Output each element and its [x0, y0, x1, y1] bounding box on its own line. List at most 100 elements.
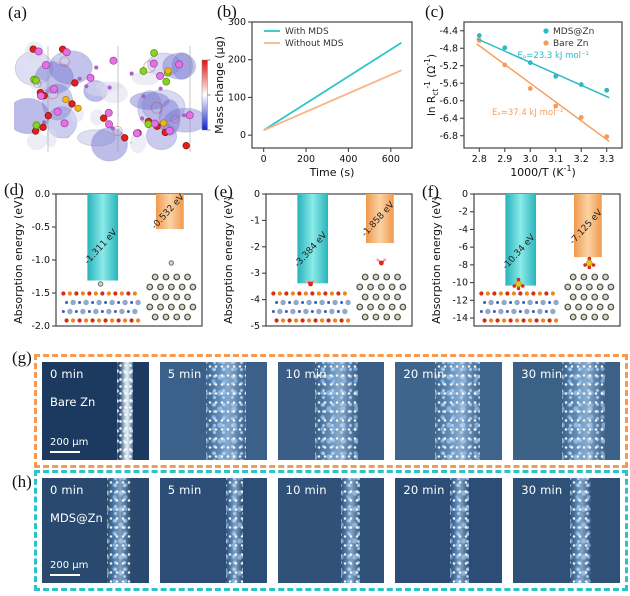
svg-text:-10: -10	[452, 278, 468, 289]
svg-text:-2: -2	[459, 207, 468, 218]
svg-text:-6: -6	[459, 242, 468, 253]
svg-text:-3: -3	[251, 268, 260, 279]
svg-text:-6.8: -6.8	[439, 131, 458, 142]
time-label: 5 min	[167, 367, 202, 381]
svg-text:-1.5: -1.5	[31, 288, 50, 299]
micro-image-h-2: 10 min	[277, 478, 385, 583]
time-label: 5 min	[167, 483, 202, 497]
svg-text:-2: -2	[251, 242, 260, 253]
svg-text:3.0: 3.0	[523, 154, 538, 165]
zinc-strip	[314, 362, 358, 460]
svg-text:Without MDS: Without MDS	[285, 39, 344, 49]
svg-text:-1: -1	[251, 215, 260, 226]
micro-image-h-4: 30 min	[513, 478, 620, 583]
svg-text:Absorption energy (eV): Absorption energy (eV)	[12, 196, 25, 324]
svg-text:Eₐ=23.3 kJ mol⁻¹: Eₐ=23.3 kJ mol⁻¹	[518, 51, 589, 61]
svg-text:1000/T (K-1): 1000/T (K-1)	[510, 164, 576, 179]
panel-label-e: (e)	[214, 182, 233, 201]
panel-label-c: (c)	[425, 2, 444, 21]
zinc-strip	[340, 478, 360, 583]
time-label: 30 min	[521, 483, 563, 497]
svg-text:-6.4: -6.4	[439, 113, 458, 124]
panel-label-g: (g)	[12, 348, 32, 367]
svg-text:Time (s): Time (s)	[309, 166, 355, 179]
micro-image-h-1: 5 min	[159, 478, 267, 583]
sample-label: MDS@Zn	[50, 511, 103, 525]
svg-text:3.3: 3.3	[599, 154, 614, 165]
svg-text:Absorption energy (eV): Absorption energy (eV)	[430, 196, 443, 324]
chart-absorption-energy-zn: 0.0 -0.5 -1.0 -1.5 -2.0 Absorption energy (eV…	[10, 188, 212, 340]
svg-text:600: 600	[382, 154, 400, 165]
time-label: 20 min	[403, 483, 445, 497]
micro-image-g-2: 10 min	[277, 362, 385, 460]
svg-text:-6.0: -6.0	[439, 96, 458, 107]
svg-text:-4.4: -4.4	[439, 26, 458, 37]
colorbar	[201, 59, 208, 131]
svg-text:Bare Zn: Bare Zn	[553, 39, 588, 49]
svg-text:Eₐ=37.4 kJ mol⁻¹: Eₐ=37.4 kJ mol⁻¹	[492, 108, 563, 118]
svg-text:300: 300	[228, 17, 246, 28]
chart-mass-change: 0 200 400 600 0 100 200 300 Time (s) Mass change …	[212, 8, 420, 182]
zinc-strip	[226, 478, 244, 583]
svg-text:200: 200	[228, 55, 246, 66]
svg-text:-5: -5	[251, 321, 260, 332]
chart-absorption-energy-sulfate: 0 -2 -4 -6 -8 -10 -12 -14 Absorption energy (eV)…	[428, 188, 630, 340]
time-label: 0 min	[50, 367, 84, 381]
micro-image-h-0: 0 min MDS@Zn 200 μm	[42, 478, 149, 583]
svg-text:-12: -12	[452, 295, 468, 306]
svg-text:0: 0	[261, 154, 267, 165]
chart-f-svg: 0 -2 -4 -6 -8 -10 -12 -14 Absorption energy (eV)…	[430, 189, 621, 327]
zinc-strip	[117, 362, 134, 460]
micro-panel-mds-zn: 0 min MDS@Zn 200 μm 5 min 10 min 20 min 30 min	[34, 470, 628, 591]
time-label: 10 min	[285, 367, 327, 381]
svg-text:Mass change (μg): Mass change (μg)	[213, 36, 226, 134]
svg-text:-14: -14	[452, 313, 468, 324]
panel-a-svg	[6, 41, 211, 162]
svg-text:MDS@Zn: MDS@Zn	[553, 27, 594, 37]
zinc-strip	[562, 362, 606, 460]
svg-text:-0.5: -0.5	[31, 222, 50, 233]
svg-text:100: 100	[228, 92, 246, 103]
svg-text:400: 400	[339, 154, 357, 165]
micro-image-h-3: 20 min	[395, 478, 503, 583]
micro-image-g-4: 30 min	[513, 362, 620, 460]
svg-text:-1.0: -1.0	[31, 255, 50, 266]
svg-text:-5.2: -5.2	[439, 61, 458, 72]
zinc-strip	[449, 478, 470, 583]
panel-label-d: (d)	[4, 180, 24, 199]
svg-text:0: 0	[240, 130, 246, 141]
scale-bar: 200 μm	[50, 437, 88, 453]
svg-text:3.1: 3.1	[548, 154, 563, 165]
zinc-strip	[205, 362, 247, 460]
micro-image-g-1: 5 min	[159, 362, 267, 460]
zinc-strip	[569, 478, 592, 583]
svg-text:With MDS: With MDS	[285, 27, 329, 37]
sample-label: Bare Zn	[50, 395, 96, 409]
panel-label-f: (f)	[422, 182, 439, 201]
svg-text:2.9: 2.9	[497, 154, 512, 165]
panel-label-h: (h)	[12, 472, 32, 491]
svg-text:-2.0: -2.0	[31, 321, 50, 332]
svg-text:Absorption energy (eV): Absorption energy (eV)	[222, 196, 235, 324]
svg-text:-5.6: -5.6	[439, 78, 458, 89]
svg-text:0.0: 0.0	[35, 189, 50, 200]
time-label: 30 min	[521, 367, 563, 381]
time-label: 0 min	[50, 483, 84, 497]
panel-label-b: (b)	[217, 2, 237, 21]
svg-text:-4: -4	[459, 224, 468, 235]
zinc-strip	[107, 478, 131, 583]
zinc-strip	[434, 362, 480, 460]
svg-text:-4: -4	[251, 295, 260, 306]
micro-panel-bare-zn: 0 min Bare Zn 200 μm 5 min 10 min 20 min 30 mi…	[34, 354, 628, 468]
micro-image-g-0: 0 min Bare Zn 200 μm	[42, 362, 149, 460]
time-label: 10 min	[285, 483, 327, 497]
svg-text:0: 0	[254, 189, 260, 200]
svg-text:-8: -8	[459, 260, 468, 271]
scale-bar: 200 μm	[50, 560, 88, 576]
svg-text:200: 200	[297, 154, 315, 165]
chart-c-svg: 2.8 2.9 3.0 3.1 3.2 3.3 -4.4 -4.8 -5.2 -5.6 -6.0 -6…	[423, 21, 623, 179]
svg-text:-4.8: -4.8	[439, 43, 458, 54]
time-label: 20 min	[403, 367, 445, 381]
svg-text:2.8: 2.8	[472, 154, 487, 165]
